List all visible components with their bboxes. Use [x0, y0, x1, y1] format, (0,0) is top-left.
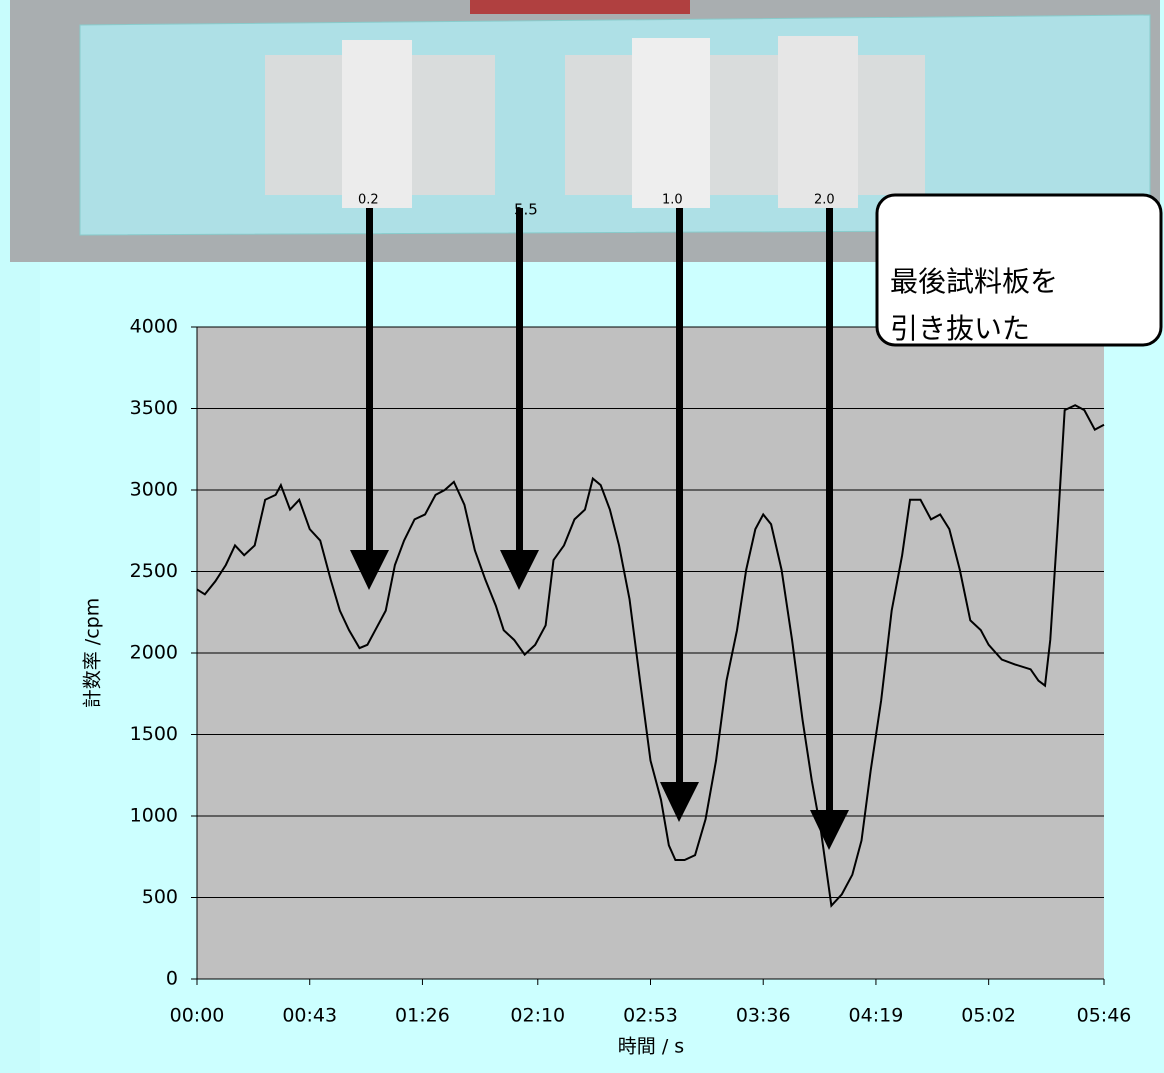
plot: 0 500 1000 1500 2000 2500 3000 3500 4000 00:00 00:…: [130, 316, 1132, 1027]
y-tick-label: 500: [142, 886, 178, 908]
photo-label: 0.2: [358, 193, 379, 208]
photo-label: 1.0: [662, 193, 683, 208]
arrows: [350, 208, 849, 850]
arrow-shaft: [366, 208, 373, 553]
x-tick-label: 01:26: [395, 1005, 450, 1027]
annotation: 引き抜いた: [890, 312, 1030, 345]
x-tick-label: 03:36: [736, 1005, 791, 1027]
x-tick-label: 02:53: [623, 1005, 678, 1027]
x-axis-title: 時間 / s: [618, 1036, 684, 1058]
arrow-shaft: [516, 208, 523, 553]
y-tick-label: 3000: [130, 479, 178, 501]
photo: 0.2 5.5 1.0 2.0: [10, 0, 1160, 262]
arrow-head: [500, 550, 539, 590]
photo-label: 2.0: [814, 193, 835, 208]
y-tick-label: 2500: [130, 560, 178, 582]
x-tick-label: 04:19: [849, 1005, 904, 1027]
arrow-head: [810, 810, 849, 850]
photo-sample: [778, 36, 858, 208]
arrow-head: [660, 782, 699, 822]
x-tick-label: 00:00: [170, 1005, 225, 1027]
y-tick-label: 1000: [130, 805, 178, 827]
arrow-head: [350, 550, 389, 590]
y-tick-label: 1500: [130, 723, 178, 745]
x-tick-label: 00:43: [282, 1005, 337, 1027]
y-tick-label: 0: [166, 968, 178, 990]
y-tick-label: 3500: [130, 397, 178, 419]
x-tick-label: 02:10: [510, 1005, 565, 1027]
arrow-shaft: [826, 208, 833, 813]
annotation: 最後試料板を: [890, 265, 1058, 298]
x-tick-label: 05:46: [1077, 1005, 1132, 1027]
photo-window: [565, 55, 925, 195]
photo-sample: [342, 40, 412, 208]
arrow-shaft: [676, 208, 683, 785]
photo-object: [470, 0, 690, 14]
series-line: [196, 404, 1105, 908]
y-axis-title: 計数率 /cpm: [82, 598, 104, 708]
y-tick-label: 2000: [130, 642, 178, 664]
y-tick-label: 4000: [130, 316, 178, 338]
photo-sample: [632, 38, 710, 208]
x-tick-label: 05:02: [961, 1005, 1016, 1027]
callout: [875, 193, 1163, 347]
